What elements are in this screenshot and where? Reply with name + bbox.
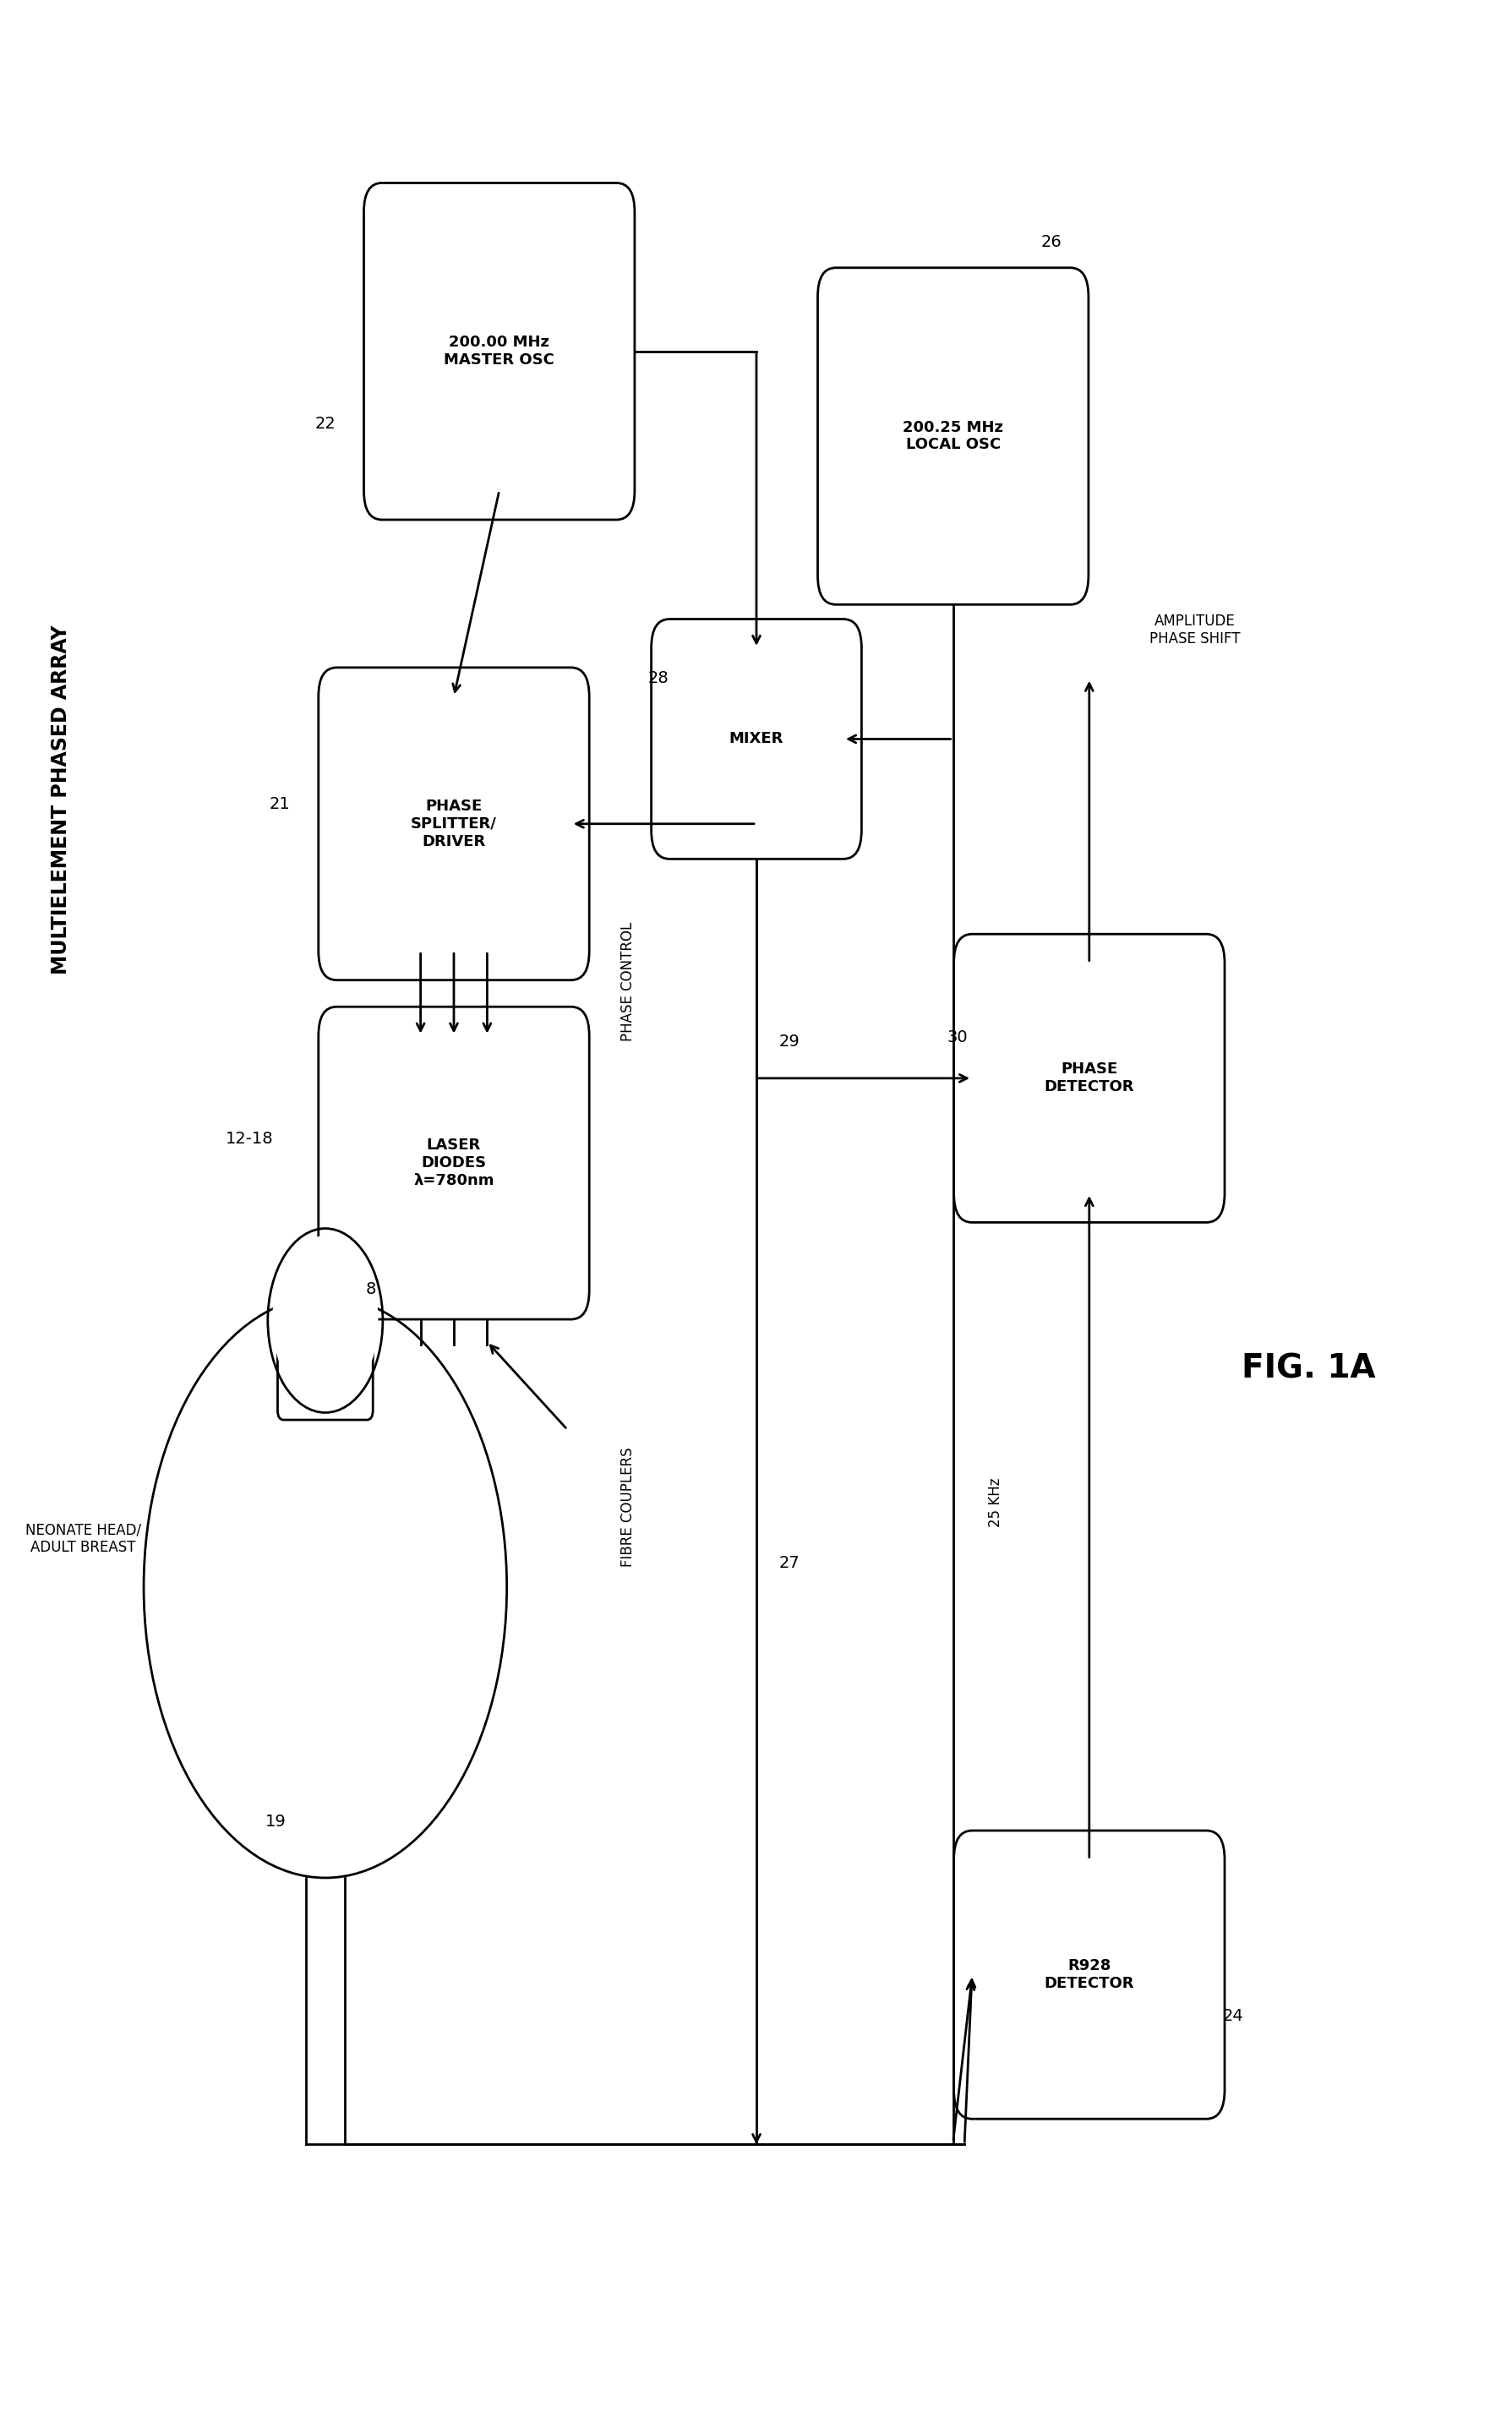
FancyBboxPatch shape: [650, 620, 862, 860]
Text: FIG. 1A: FIG. 1A: [1241, 1352, 1374, 1386]
Text: 200.25 MHz
LOCAL OSC: 200.25 MHz LOCAL OSC: [903, 419, 1002, 453]
Text: 30: 30: [947, 1030, 968, 1044]
Text: PHASE
SPLITTER/
DRIVER: PHASE SPLITTER/ DRIVER: [411, 800, 496, 848]
Text: 26: 26: [1040, 235, 1061, 250]
Text: PHASE
DETECTOR: PHASE DETECTOR: [1043, 1061, 1134, 1095]
Text: 12-18: 12-18: [225, 1132, 274, 1146]
Text: 21: 21: [269, 797, 290, 812]
Text: 19: 19: [265, 1815, 286, 1829]
FancyBboxPatch shape: [953, 1832, 1223, 2118]
Text: 22: 22: [314, 417, 336, 431]
Text: PHASE CONTROL: PHASE CONTROL: [620, 921, 635, 1042]
FancyBboxPatch shape: [278, 1333, 372, 1420]
Text: NEONATE HEAD/
ADULT BREAST: NEONATE HEAD/ ADULT BREAST: [26, 1522, 141, 1556]
Text: FIBRE COUPLERS: FIBRE COUPLERS: [620, 1447, 635, 1568]
Text: AMPLITUDE
PHASE SHIFT: AMPLITUDE PHASE SHIFT: [1149, 613, 1240, 647]
Text: 28: 28: [647, 671, 668, 686]
Text: 25 KHz: 25 KHz: [987, 1478, 1002, 1526]
Text: MIXER: MIXER: [729, 732, 783, 746]
FancyBboxPatch shape: [816, 269, 1089, 606]
Text: 24: 24: [1222, 2009, 1243, 2023]
Text: 200.00 MHz
MASTER OSC: 200.00 MHz MASTER OSC: [443, 334, 555, 368]
Text: 29: 29: [779, 1035, 800, 1049]
FancyBboxPatch shape: [318, 1008, 588, 1318]
Text: R928
DETECTOR: R928 DETECTOR: [1043, 1958, 1134, 1992]
FancyBboxPatch shape: [953, 933, 1223, 1221]
Text: MULTIELEMENT PHASED ARRAY: MULTIELEMENT PHASED ARRAY: [50, 625, 71, 974]
Text: 8: 8: [366, 1282, 375, 1296]
FancyBboxPatch shape: [363, 184, 635, 521]
Text: 27: 27: [779, 1556, 800, 1570]
FancyBboxPatch shape: [318, 666, 588, 979]
Circle shape: [272, 1236, 378, 1405]
Text: LASER
DIODES
λ=780nm: LASER DIODES λ=780nm: [413, 1139, 494, 1187]
